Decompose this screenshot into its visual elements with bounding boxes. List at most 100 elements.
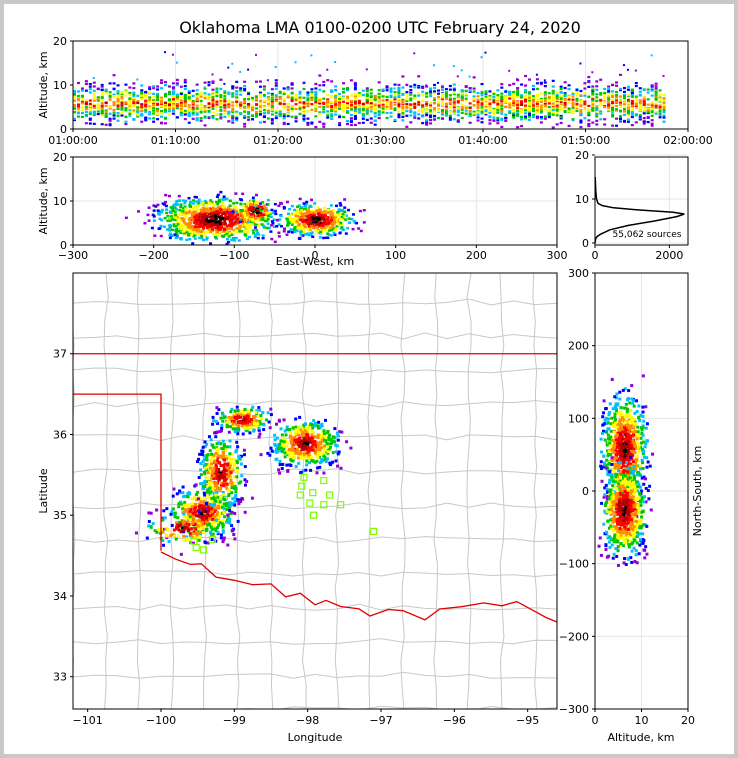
time-altitude-source-cell xyxy=(401,98,405,101)
east-west-source-cell xyxy=(180,225,184,229)
time-altitude-source-cell xyxy=(136,107,140,110)
east-west-source-cell xyxy=(279,201,283,205)
time-altitude-source-cell xyxy=(615,104,619,108)
east-west-source-cell xyxy=(275,218,279,222)
time-altitude-source-cell xyxy=(314,115,318,118)
time-altitude-source-cell xyxy=(563,100,567,103)
time-altitude-source-cell xyxy=(239,70,242,73)
plan-view-source-cell xyxy=(209,490,213,494)
time-altitude-source-cell xyxy=(397,102,401,105)
east-west-source-cell xyxy=(179,205,183,209)
time-altitude-source-cell xyxy=(599,99,603,102)
east-west-source-cell xyxy=(247,207,251,210)
time-altitude-source-cell xyxy=(488,119,492,122)
plan-view-source-cell xyxy=(225,482,229,486)
time-altitude-source-cell xyxy=(547,92,551,95)
east-west-source-cell xyxy=(172,203,176,207)
time-altitude-source-cell xyxy=(365,101,369,104)
time-altitude-source-cell xyxy=(622,106,626,109)
plan-view-source-cell xyxy=(231,468,235,472)
time-altitude-source-cell xyxy=(460,116,464,120)
time-altitude-source-cell xyxy=(262,88,266,91)
plan-view-source-cell xyxy=(202,518,206,522)
time-altitude-source-cell xyxy=(112,117,116,120)
time-altitude-source-cell xyxy=(429,87,433,90)
east-west-source-cell xyxy=(229,213,233,216)
plan-view-source-cell xyxy=(208,470,212,474)
plan-view-source-cell xyxy=(243,465,247,469)
east-west-source-cell xyxy=(227,227,231,230)
time-altitude-source-cell xyxy=(270,94,274,97)
time-altitude-source-cell xyxy=(132,82,136,85)
plan-view-source-cell xyxy=(211,455,215,459)
east-west-source-cell xyxy=(311,217,315,221)
time-altitude-source-cell xyxy=(136,113,140,116)
east-west-source-cell xyxy=(196,221,200,224)
east-west-source-cell xyxy=(308,219,312,223)
time-altitude-source-cell xyxy=(318,100,322,103)
east-west-source-cell xyxy=(259,213,263,217)
time-altitude-source-cell xyxy=(365,68,368,71)
time-altitude-source-cell xyxy=(140,108,144,111)
east-west-source-cell xyxy=(205,204,209,207)
time-altitude-source-cell xyxy=(638,109,642,112)
east-west-source-cell xyxy=(234,230,238,234)
time-altitude-source-cell xyxy=(156,102,160,105)
east-west-source-cell xyxy=(181,210,185,213)
east-west-source-cell xyxy=(204,234,208,238)
plan-view-source-cell xyxy=(202,500,206,504)
time-altitude-source-cell xyxy=(100,102,104,105)
time-altitude-source-cell xyxy=(235,119,239,122)
plan-view-source-cell xyxy=(182,530,186,534)
time-altitude-source-cell xyxy=(96,105,100,108)
time-altitude-source-cell xyxy=(92,122,96,125)
east-west-source-cell xyxy=(227,206,231,209)
plan-view-source-cell xyxy=(200,516,204,520)
time-altitude-source-cell xyxy=(389,88,393,91)
time-altitude-source-cell xyxy=(262,93,266,97)
time-altitude-source-cell xyxy=(84,110,88,114)
plan-view-source-cell xyxy=(183,500,187,504)
east-west-source-cell xyxy=(313,209,317,212)
time-altitude-source-cell xyxy=(543,98,547,101)
time-altitude-source-cell xyxy=(128,114,132,117)
plan-view-source-cell xyxy=(216,504,220,508)
time-altitude-source-cell xyxy=(266,97,270,100)
east-west-source-cell xyxy=(188,226,192,230)
time-altitude-source-cell xyxy=(187,113,191,116)
time-altitude-source-cell xyxy=(409,114,413,117)
time-altitude-source-cell xyxy=(417,92,421,95)
time-altitude-source-cell xyxy=(626,118,630,121)
east-west-source-cell xyxy=(336,222,340,226)
time-altitude-source-cell xyxy=(108,124,112,127)
time-altitude-source-cell xyxy=(611,100,615,104)
time-altitude-source-cell xyxy=(88,105,92,108)
time-altitude-source-cell xyxy=(650,109,654,112)
time-altitude-source-cell xyxy=(124,108,128,111)
time-altitude-source-cell xyxy=(183,112,187,115)
time-altitude-source-cell xyxy=(409,121,413,124)
time-altitude-source-cell xyxy=(191,117,195,120)
east-west-source-cell xyxy=(322,236,326,240)
plan-view-source-cell xyxy=(217,474,221,478)
time-altitude-source-cell xyxy=(500,100,504,103)
time-altitude-source-cell xyxy=(294,93,298,96)
time-altitude-source-cell xyxy=(254,115,258,118)
time-altitude-source-cell xyxy=(120,108,124,111)
east-west-source-cell xyxy=(215,210,219,213)
east-west-source-cell xyxy=(223,219,227,223)
east-west-source-cell xyxy=(250,213,254,216)
time-altitude-source-cell xyxy=(500,110,504,113)
plan-view-source-cell xyxy=(212,453,216,457)
east-west-source-cell xyxy=(235,226,239,230)
time-altitude-source-cell xyxy=(551,108,555,112)
time-altitude-source-cell xyxy=(251,118,255,121)
time-altitude-source-cell xyxy=(484,91,488,94)
time-altitude-source-cell xyxy=(80,102,84,105)
east-west-source-cell xyxy=(212,208,216,211)
time-altitude-source-cell xyxy=(622,96,626,100)
time-altitude-source-cell xyxy=(294,96,298,99)
east-west-source-cell xyxy=(256,205,260,208)
plan-view-source-cell xyxy=(210,496,214,500)
east-west-source-cell xyxy=(314,229,318,232)
